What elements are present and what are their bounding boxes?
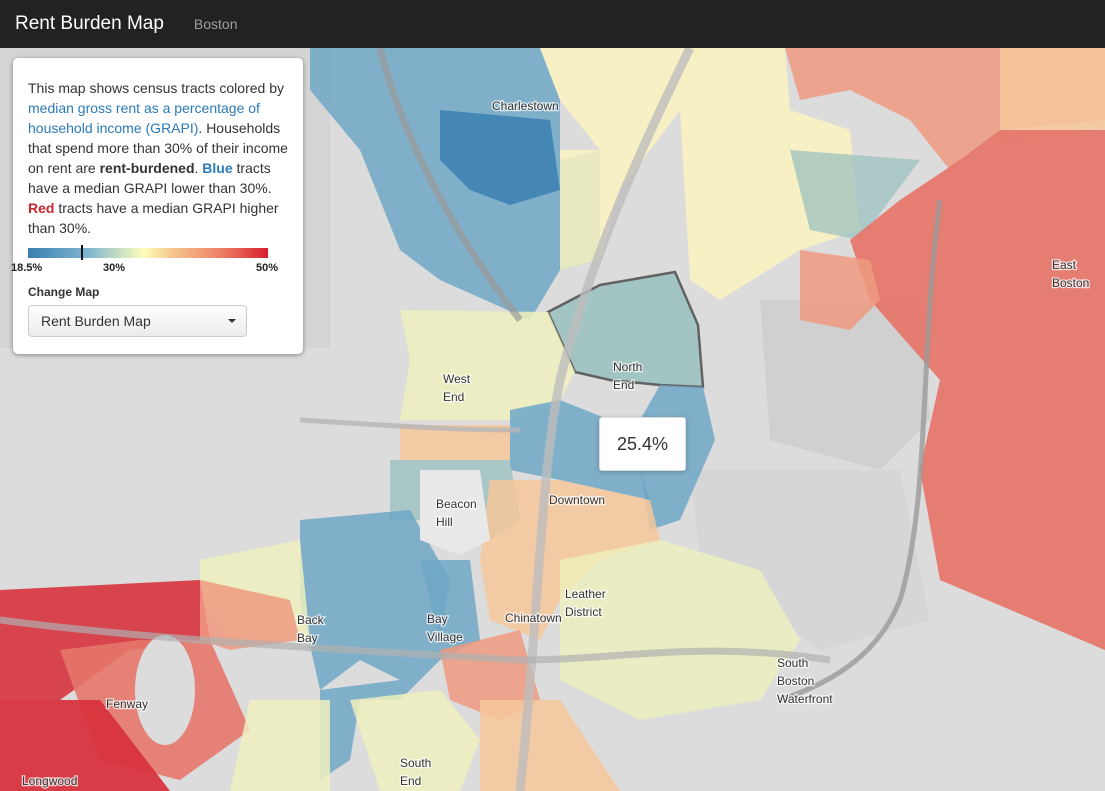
desc-red-rest: tracts have a median GRAPI higher than 3… (28, 200, 279, 236)
legend-mid: 30% (103, 262, 126, 274)
tract-south-end-yellow[interactable] (350, 690, 480, 791)
label-sbw-2: Boston (777, 674, 814, 688)
tract-west-end[interactable] (400, 310, 575, 420)
label-west-end-1: West (443, 372, 471, 386)
legend-value-marker (80, 245, 83, 260)
tract-back-bay-blue[interactable] (300, 510, 450, 690)
legend-min: 18.5% (11, 262, 43, 274)
tract-leather-yellow[interactable] (560, 540, 800, 720)
label-charlestown: Charlestown (492, 99, 559, 113)
tract-east-boston-red[interactable] (850, 130, 1105, 650)
desc-blue-rest: tracts have a median GRAPI lower than 30… (28, 160, 272, 196)
tract-value-tooltip: 25.4% (599, 417, 686, 471)
fort-point-water (690, 470, 930, 650)
label-bay-village-1: Bay (427, 612, 448, 626)
app-title[interactable]: Rent Burden Map (15, 13, 164, 34)
label-east-boston-2: Boston (1052, 276, 1089, 290)
road-storrow (299, 417, 521, 433)
label-north-end-1: North (613, 360, 642, 374)
fenway-park-area (135, 635, 195, 745)
tract-charlestown-dark[interactable] (440, 110, 560, 205)
label-east-boston-1: East (1052, 258, 1077, 272)
label-north-end-2: End (613, 378, 634, 392)
tract-fenway-red[interactable] (0, 580, 210, 700)
tract-east-teal[interactable] (790, 150, 920, 240)
highway-east (779, 199, 943, 703)
desc-red: Red (28, 200, 55, 216)
label-back-bay-2: Bay (297, 631, 318, 645)
label-leather-1: Leather (565, 587, 606, 601)
label-downtown: Downtown (549, 493, 605, 507)
label-west-end-2: End (443, 390, 464, 404)
tract-south-end-orange[interactable] (480, 700, 620, 791)
change-map-label: Change Map (28, 285, 100, 299)
desc-burdened: rent-burdened (99, 160, 195, 176)
change-map-select[interactable]: Rent Burden Map (28, 305, 247, 337)
tract-west-orange[interactable] (400, 425, 510, 460)
color-legend: 18.5% 30% 50% (11, 245, 278, 282)
tract-longwood-red[interactable] (0, 700, 170, 791)
harbor-water (760, 300, 930, 470)
label-fenway: Fenway (106, 697, 148, 711)
tract-southwest-yellow[interactable] (230, 700, 330, 791)
label-beacon-hill-2: Hill (436, 515, 453, 529)
change-map-selected: Rent Burden Map (41, 313, 151, 329)
tract-fenway-salmon[interactable] (200, 580, 300, 650)
highway-masspike (0, 616, 831, 664)
desc-mid: . Households that spend more than 30% of… (28, 120, 288, 176)
label-leather-2: District (565, 605, 602, 619)
label-sbw-3: Waterfront (777, 692, 833, 706)
desc-intro: This map shows census tracts colored by (28, 80, 284, 96)
highway-north (376, 48, 523, 323)
label-chinatown: Chinatown (505, 611, 562, 625)
map-description: This map shows census tracts colored by … (28, 78, 291, 238)
common-park (420, 470, 490, 555)
label-south-end-1: South (400, 756, 431, 770)
city-nav-link[interactable]: Boston (193, 16, 238, 32)
tract-bay-village-blue[interactable] (320, 560, 480, 780)
label-south-end-2: End (400, 774, 421, 788)
label-bay-village-2: Village (427, 630, 463, 644)
legend-max: 50% (256, 262, 279, 274)
chevron-down-icon (228, 319, 236, 323)
tract-east-orange[interactable] (1000, 48, 1105, 140)
highway-i93 (515, 48, 695, 791)
info-panel: This map shows census tracts colored by … (11, 58, 303, 354)
tract-east-yellow[interactable] (680, 48, 860, 300)
tract-east-salmon-2[interactable] (800, 250, 880, 330)
desc-blue: Blue (202, 160, 233, 176)
label-back-bay-1: Back (297, 613, 325, 627)
navbar: Rent Burden Map Boston (0, 0, 1105, 48)
desc-period: . (194, 160, 203, 176)
label-beacon-hill-1: Beacon (436, 497, 477, 511)
legend-gradient-bar (28, 248, 268, 258)
tract-south-end-salmon[interactable] (440, 630, 540, 720)
tract-charlestown-blue[interactable] (310, 48, 600, 320)
grapi-link[interactable]: median gross rent as a percentage of hou… (28, 100, 260, 136)
label-sbw-1: South (777, 656, 808, 670)
tract-charlestown-yellow[interactable] (540, 48, 690, 270)
label-longwood: Longwood (22, 774, 77, 788)
